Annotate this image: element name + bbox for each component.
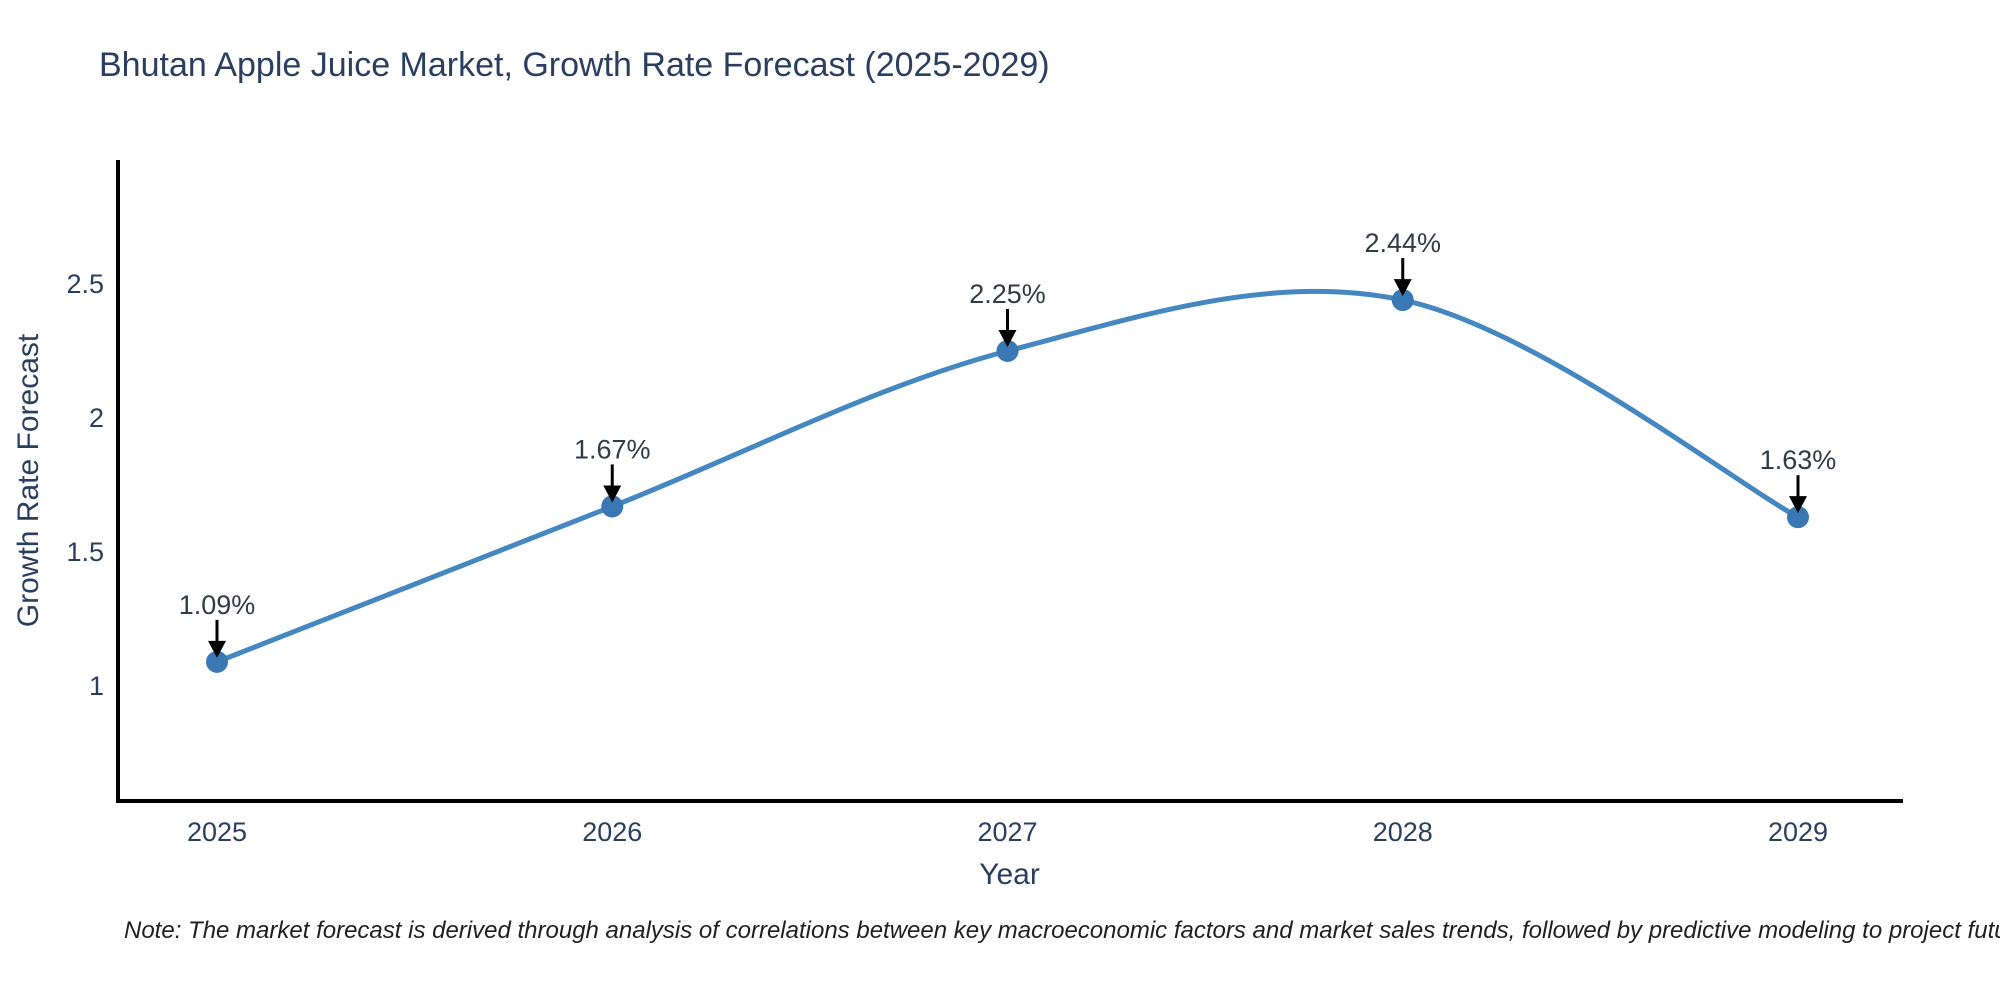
annotation-arrow-head <box>1393 279 1412 297</box>
x-tick-label: 2026 <box>582 817 642 847</box>
y-tick-label: 2.5 <box>66 269 104 299</box>
y-tick-label: 1 <box>89 671 104 701</box>
y-tick-label: 1.5 <box>66 537 104 567</box>
data-point-label: 1.63% <box>1760 445 1837 475</box>
data-point-marker[interactable] <box>601 495 624 518</box>
x-tick-label: 2027 <box>977 817 1037 847</box>
footnote-text: Note: The market forecast is derived thr… <box>124 917 2000 944</box>
annotation-arrow-head <box>603 485 622 503</box>
x-tick-label: 2025 <box>187 817 247 847</box>
y-tick-label: 2 <box>89 403 104 433</box>
data-point-label: 1.09% <box>179 590 256 620</box>
annotation-arrow-head <box>1789 496 1807 514</box>
data-point-marker[interactable] <box>1787 506 1809 529</box>
data-point-label: 2.25% <box>969 279 1046 309</box>
axis-lines <box>116 160 1903 803</box>
x-tick-label: 2028 <box>1373 817 1433 847</box>
data-point-marker[interactable] <box>1391 289 1414 312</box>
x-tick-label: 2029 <box>1768 817 1828 847</box>
data-point-marker[interactable] <box>996 340 1019 362</box>
data-point-label: 1.67% <box>574 434 651 464</box>
data-point-marker[interactable] <box>206 650 228 673</box>
annotation-arrow-head <box>208 640 226 658</box>
data-point-label: 2.44% <box>1364 228 1441 258</box>
annotation-arrow-head <box>998 330 1017 347</box>
chart-title: Bhutan Apple Juice Market, Growth Rate F… <box>99 46 1050 84</box>
x-axis-title: Year <box>979 858 1040 891</box>
y-axis-title: Growth Rate Forecast <box>12 333 45 627</box>
